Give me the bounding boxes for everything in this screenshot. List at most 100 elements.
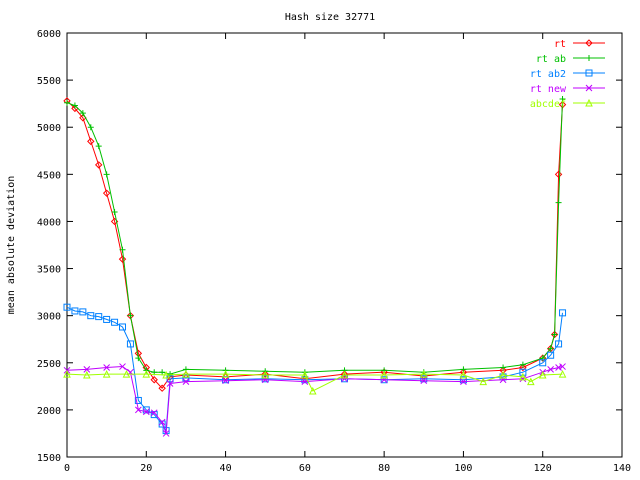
data-point <box>103 364 110 371</box>
x-tick-label: 40 <box>220 463 232 474</box>
data-point <box>63 303 71 311</box>
data-point <box>111 209 118 216</box>
x-tick-label: 80 <box>378 463 390 474</box>
chart-title: Hash size 32771 <box>285 12 375 23</box>
data-point <box>261 375 269 383</box>
data-point <box>554 170 563 179</box>
data-point <box>134 396 142 404</box>
legend-label: rt <box>554 39 566 50</box>
data-point <box>499 370 507 379</box>
data-point <box>301 370 309 379</box>
data-point <box>150 411 158 419</box>
data-point <box>83 370 91 379</box>
legend-label: abcdef <box>530 99 566 110</box>
data-point <box>586 55 592 61</box>
y-tick-label: 2500 <box>37 359 61 370</box>
data-point <box>585 69 593 77</box>
data-point <box>158 420 166 428</box>
series-3 <box>63 363 566 437</box>
data-point <box>500 364 507 371</box>
legend-item: rt ab2 <box>530 69 605 80</box>
data-point <box>135 355 142 362</box>
y-tick-label: 5500 <box>37 76 61 87</box>
data-point <box>142 406 150 414</box>
data-point <box>555 364 562 371</box>
y-tick-label: 3000 <box>37 312 61 323</box>
series-line <box>66 100 563 389</box>
series-1 <box>64 95 566 378</box>
data-point <box>79 110 86 117</box>
data-point <box>539 359 547 367</box>
legend-label: rt ab <box>536 54 566 65</box>
y-tick-label: 4500 <box>37 170 61 181</box>
series-layer <box>63 95 567 437</box>
data-point <box>162 430 170 437</box>
x-tick-label: 120 <box>534 463 552 474</box>
data-point <box>135 406 142 414</box>
data-point <box>499 366 507 375</box>
legend-item: rt ab <box>536 54 605 65</box>
legend-item: rt new <box>530 84 605 95</box>
data-point <box>221 369 230 378</box>
y-tick-label: 3500 <box>37 265 61 276</box>
data-point <box>158 384 166 392</box>
y-tick-label: 4000 <box>37 217 61 228</box>
data-point <box>87 124 94 131</box>
data-point <box>87 312 95 320</box>
data-point <box>547 366 554 373</box>
data-point <box>340 370 349 379</box>
legend-label: rt ab2 <box>530 69 566 80</box>
data-point <box>551 331 558 338</box>
plot-area <box>66 32 623 458</box>
data-point <box>340 370 349 378</box>
x-tick-label: 100 <box>454 463 472 474</box>
data-point <box>585 84 593 92</box>
data-point <box>95 143 102 150</box>
series-4 <box>63 369 567 395</box>
data-point <box>261 370 269 378</box>
data-point <box>158 418 166 426</box>
data-point <box>547 345 554 352</box>
y-tick-label: 1500 <box>37 453 61 464</box>
data-point <box>519 363 527 372</box>
data-point <box>460 378 467 385</box>
data-point <box>519 372 527 381</box>
x-tick-label: 20 <box>140 463 152 474</box>
data-point <box>119 246 126 253</box>
data-point <box>79 308 87 316</box>
data-point <box>63 369 71 378</box>
data-point <box>87 137 95 146</box>
data-point <box>159 369 166 376</box>
data-point <box>558 369 567 378</box>
series-2 <box>63 303 567 435</box>
data-point <box>538 370 547 379</box>
data-point <box>559 363 566 370</box>
y-axis-label: mean absolute deviation <box>6 176 17 314</box>
data-point <box>555 199 562 206</box>
series-line <box>66 306 563 433</box>
data-point <box>301 376 309 384</box>
y-tick-label: 2000 <box>37 406 61 417</box>
data-point <box>559 95 566 102</box>
data-point <box>127 312 134 319</box>
data-point <box>419 369 428 378</box>
x-tick-label: 60 <box>299 463 311 474</box>
legend-label: rt new <box>530 84 567 95</box>
data-point <box>102 189 111 197</box>
series-line <box>66 373 563 392</box>
data-point <box>166 375 174 383</box>
legend-item: abcdef <box>530 98 605 110</box>
data-point <box>308 386 317 395</box>
data-point <box>222 377 229 385</box>
series-0 <box>63 97 567 392</box>
data-point <box>118 255 127 263</box>
data-point <box>103 315 111 323</box>
data-point <box>182 369 190 378</box>
data-point <box>519 368 527 376</box>
data-point <box>95 313 103 321</box>
data-point <box>119 323 126 331</box>
data-point <box>459 376 467 384</box>
legend: rt rt ab rt ab2 rt new abcdef <box>530 39 605 110</box>
data-point <box>71 102 78 109</box>
data-point <box>64 99 70 106</box>
